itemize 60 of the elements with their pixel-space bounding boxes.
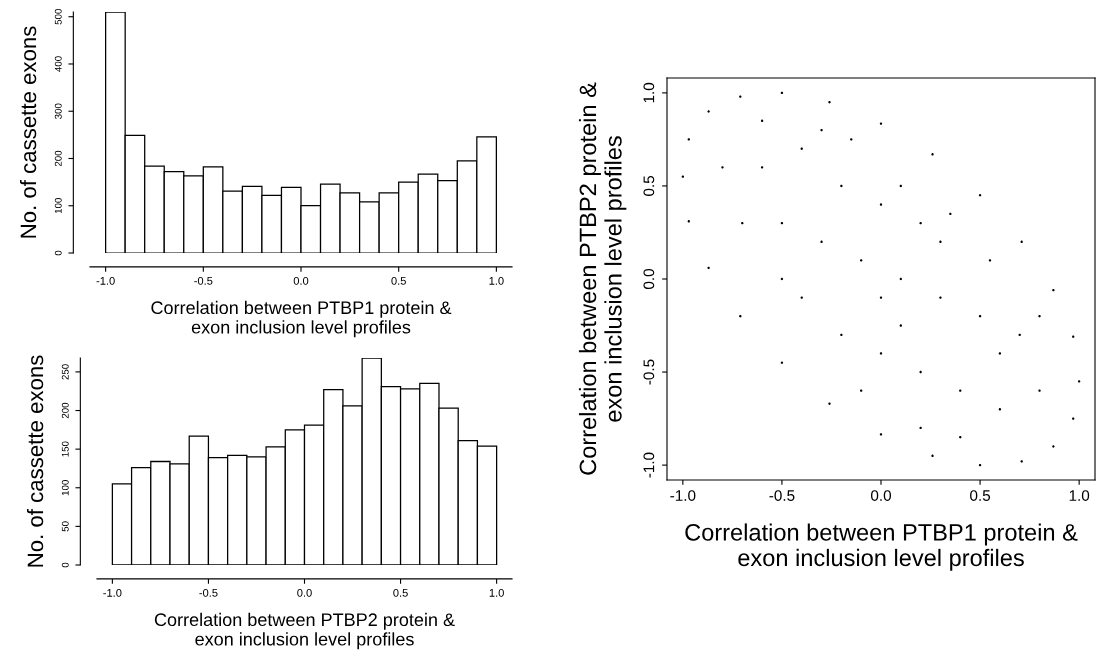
- y-tick-label: -0.5: [643, 359, 655, 385]
- point: [820, 128, 823, 132]
- y-tick-label: 400: [54, 56, 62, 72]
- x-axis-title: Correlation between PTBP2 protein & exon inclusion level profiles: [154, 612, 455, 650]
- point: [800, 296, 803, 299]
- y-tick-label: 0: [61, 562, 69, 568]
- point: [998, 352, 1002, 355]
- x-tick-label: -1.0: [670, 490, 696, 501]
- y-axis-title: No. of cassette exons: [26, 355, 44, 567]
- point: [879, 122, 883, 125]
- point: [1052, 288, 1055, 292]
- x-tick-label: 0.5: [391, 276, 406, 285]
- x-tick-label: 0.0: [297, 588, 312, 597]
- y-axis-title: No. of cassette exons: [19, 26, 37, 238]
- x-tick-label: 0.0: [293, 276, 309, 285]
- x-tick-label: -1.0: [103, 588, 122, 597]
- y-axis-title: Correlation between PTBP2 protein & exon inclusion level profiles: [578, 82, 627, 475]
- point: [1072, 417, 1075, 420]
- y-tick-label: 0: [54, 250, 62, 256]
- x-tick-label: -1.0: [96, 276, 115, 285]
- x-axis-title: Correlation between PTBP1 protein & exon inclusion level profiles: [685, 523, 1078, 571]
- x-axis-title: Correlation between PTBP1 protein & exon inclusion level profiles: [151, 300, 452, 338]
- x-tick-label: 0.5: [393, 588, 408, 597]
- x-tick-label: -0.5: [199, 588, 218, 597]
- x-tick-label: 1.0: [1069, 490, 1090, 501]
- y-tick-label: 1.0: [643, 82, 655, 103]
- y-tick-label: 150: [61, 441, 69, 457]
- x-tick-label: 1.0: [489, 276, 504, 285]
- point: [1020, 460, 1023, 463]
- y-tick-label: 500: [54, 8, 62, 25]
- point: [919, 221, 922, 225]
- y-tick-label: 50: [61, 521, 69, 532]
- point: [828, 402, 831, 405]
- y-tick-label: 100: [54, 198, 62, 214]
- point: [919, 370, 922, 374]
- point: [721, 166, 724, 169]
- x-tick-label: -0.5: [194, 276, 213, 285]
- point: [681, 175, 685, 178]
- y-tick-label: 200: [54, 150, 62, 167]
- point: [1052, 445, 1055, 448]
- x-tick-label: -0.5: [769, 490, 795, 501]
- point: [959, 389, 962, 392]
- point: [879, 203, 883, 206]
- point: [707, 110, 710, 113]
- y-tick-label: -1.0: [643, 452, 655, 478]
- point: [1038, 389, 1041, 392]
- point: [939, 296, 942, 299]
- y-tick-label: 300: [54, 103, 62, 119]
- point: [879, 352, 883, 355]
- y-tick-label: 200: [61, 402, 69, 419]
- point: [859, 259, 863, 262]
- y-tick-label: 250: [61, 364, 69, 380]
- x-tick-label: 0.0: [870, 490, 892, 501]
- point: [707, 266, 710, 270]
- y-tick-label: 0.5: [643, 175, 655, 196]
- x-tick-label: 1.0: [489, 588, 504, 597]
- y-tick-label: 100: [61, 480, 69, 496]
- point: [919, 426, 922, 430]
- x-tick-label: 0.5: [970, 490, 991, 501]
- point: [687, 138, 690, 141]
